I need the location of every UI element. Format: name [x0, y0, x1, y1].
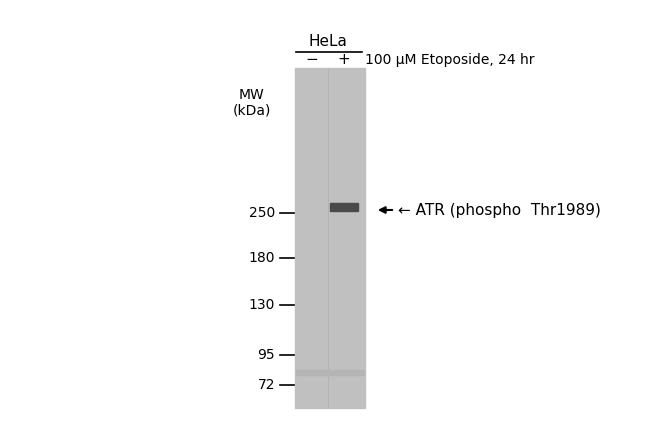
- Text: +: +: [337, 52, 350, 67]
- Text: 72: 72: [257, 378, 275, 392]
- Text: 250: 250: [249, 206, 275, 220]
- Text: (kDa): (kDa): [233, 103, 271, 117]
- Text: 95: 95: [257, 348, 275, 362]
- Bar: [295, 68, 365, 408]
- Text: −: −: [306, 52, 318, 67]
- Text: 130: 130: [248, 298, 275, 312]
- Text: MW: MW: [239, 88, 265, 102]
- Text: 180: 180: [248, 251, 275, 265]
- Text: HeLa: HeLa: [309, 35, 348, 49]
- Text: ← ATR (phospho  Thr1989): ← ATR (phospho Thr1989): [398, 202, 601, 218]
- Bar: [330, 203, 358, 211]
- Bar: [296, 369, 364, 374]
- Text: 100 μM Etoposide, 24 hr: 100 μM Etoposide, 24 hr: [365, 53, 534, 67]
